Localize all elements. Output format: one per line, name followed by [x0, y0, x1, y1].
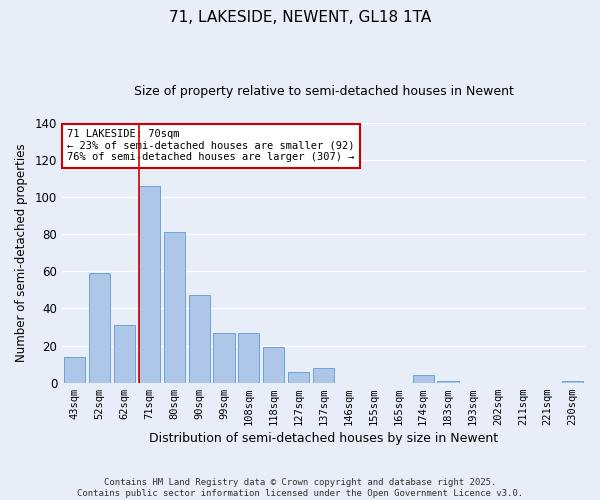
Title: Size of property relative to semi-detached houses in Newent: Size of property relative to semi-detach…	[134, 85, 514, 98]
Bar	[188, 296, 209, 382]
Text: Contains HM Land Registry data © Crown copyright and database right 2025.
Contai: Contains HM Land Registry data © Crown c…	[77, 478, 523, 498]
Bar	[89, 273, 110, 382]
Bar	[437, 381, 458, 382]
Bar	[164, 232, 185, 382]
Bar	[114, 325, 135, 382]
Bar	[288, 372, 309, 382]
Bar	[139, 186, 160, 382]
Bar	[263, 348, 284, 382]
Text: 71, LAKESIDE, NEWENT, GL18 1TA: 71, LAKESIDE, NEWENT, GL18 1TA	[169, 10, 431, 25]
Bar	[64, 356, 85, 382]
Text: 71 LAKESIDE: 70sqm
← 23% of semi-detached houses are smaller (92)
76% of semi-de: 71 LAKESIDE: 70sqm ← 23% of semi-detache…	[67, 130, 355, 162]
X-axis label: Distribution of semi-detached houses by size in Newent: Distribution of semi-detached houses by …	[149, 432, 498, 445]
Bar	[313, 368, 334, 382]
Bar	[238, 332, 259, 382]
Bar	[214, 332, 235, 382]
Bar	[413, 376, 434, 382]
Bar	[562, 381, 583, 382]
Y-axis label: Number of semi-detached properties: Number of semi-detached properties	[15, 144, 28, 362]
